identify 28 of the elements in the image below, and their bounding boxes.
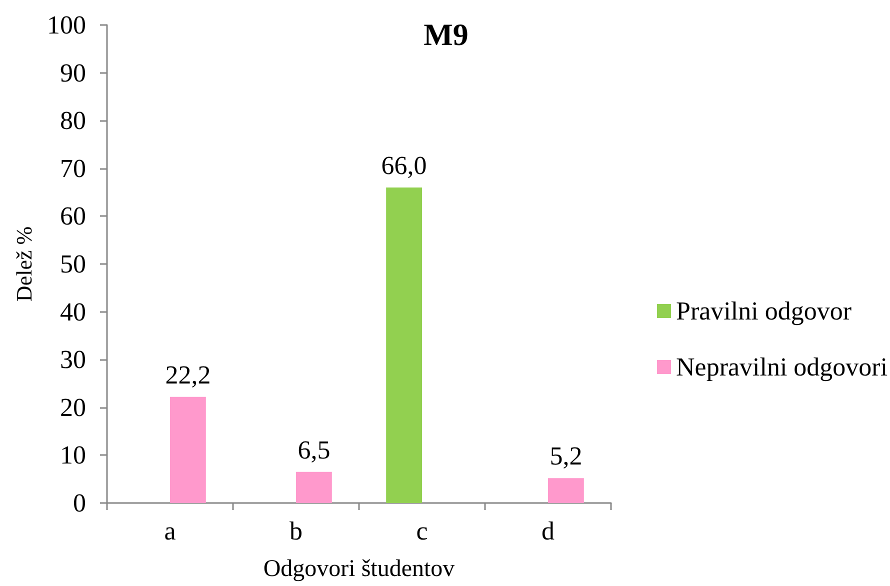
data-label: 5,2	[550, 442, 582, 471]
y-tick-label: 40	[60, 297, 86, 326]
y-tick-label: 80	[60, 106, 86, 136]
x-tick-label: a	[164, 516, 176, 546]
x-tick-label: c	[416, 516, 428, 546]
bar	[296, 472, 332, 503]
bar	[170, 396, 206, 503]
y-tick-label: 60	[60, 202, 86, 231]
x-axis-title: Odgovori študentov	[263, 556, 455, 582]
y-tick-label: 0	[73, 488, 86, 518]
y-axis-title: Delež %	[12, 226, 36, 302]
y-tick-label: 20	[60, 392, 86, 422]
chart-title: M9	[424, 17, 468, 52]
data-label: 66,0	[381, 151, 427, 180]
bar	[548, 478, 584, 503]
y-tick-label: 90	[60, 58, 86, 88]
y-tick-label: 100	[47, 10, 86, 40]
x-tick-label: d	[542, 516, 554, 546]
x-tick-label: b	[290, 516, 302, 546]
y-tick-label: 30	[60, 345, 86, 374]
legend-label: Nepravilni odgovori	[676, 352, 888, 382]
data-label: 6,5	[298, 435, 330, 464]
y-tick-label: 10	[60, 440, 86, 470]
data-label: 22,2	[165, 360, 211, 390]
y-tick-label: 70	[60, 154, 86, 183]
y-tick-label: 50	[60, 250, 86, 278]
legend-label: Pravilni odgovor	[676, 296, 852, 326]
bar	[386, 188, 422, 503]
